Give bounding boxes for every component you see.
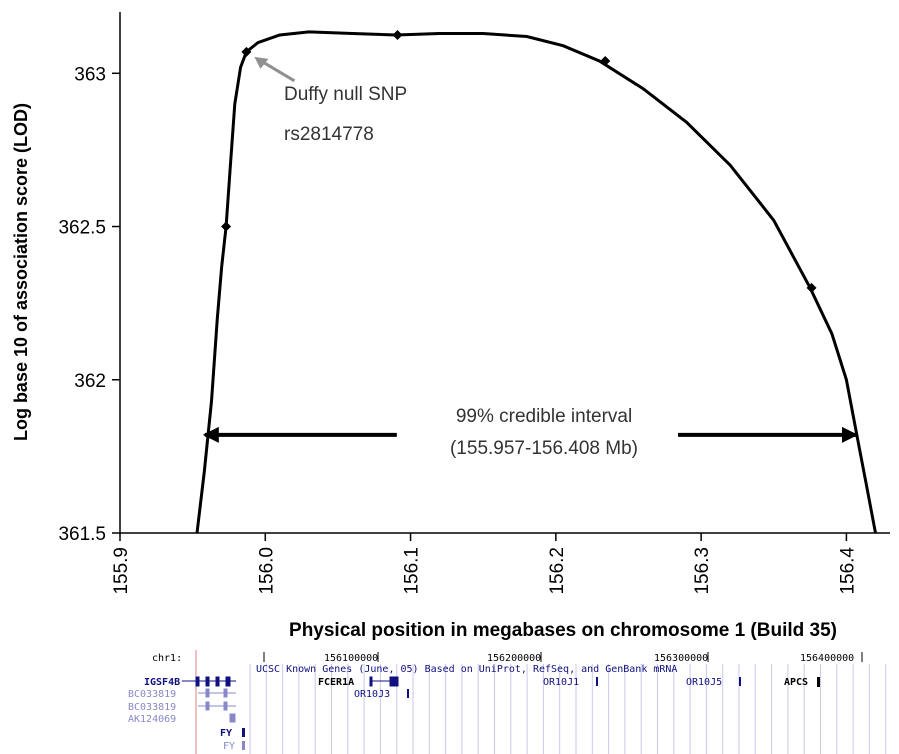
snp-pointer-arrow (254, 56, 296, 83)
x-tick-label: 156.4 (837, 547, 858, 595)
y-ticks: 361.5 362 362.5 363 (58, 64, 120, 545)
data-point-diamond (221, 221, 232, 232)
gene-structure-ak124069 (229, 713, 236, 723)
lod-plot: 361.5 362 362.5 363 155.9 156.0 156.1 156.2 156… (11, 12, 890, 641)
gene-structure-or10j5 (739, 677, 741, 686)
gene-label-fy-1: FY (220, 728, 232, 739)
data-point-diamond (600, 56, 611, 67)
gene-label-bc033819-2: BC033819 (128, 702, 176, 713)
gene-structure-bc033819-2 (198, 701, 236, 711)
gene-structure-or10j1 (596, 677, 598, 686)
gene-structure-fcer1a (369, 676, 399, 687)
position-156200000: 156200000 (487, 653, 541, 664)
x-tick-label: 156.2 (547, 547, 568, 595)
snp-annotation-line2: rs2814778 (284, 124, 374, 145)
gene-label-or10j5: OR10J5 (686, 677, 722, 688)
x-ticks: 155.9 156.0 156.1 156.2 156.3 156.4 (111, 533, 858, 595)
x-tick-label: 156.3 (692, 547, 713, 595)
gene-label-fy-2: FY (223, 741, 235, 752)
interval-arrow-right-head (842, 426, 859, 443)
y-tick-label: 362.5 (58, 218, 106, 239)
gene-label-or10j1: OR10J1 (543, 677, 579, 688)
y-axis-title: Log base 10 of association score (LOD) (11, 103, 31, 441)
x-tick-label: 156.0 (256, 547, 277, 595)
credible-interval (202, 426, 859, 443)
gene-structure-apcs (817, 677, 820, 687)
lod-curve (195, 30, 877, 534)
x-tick-label: 155.9 (111, 547, 132, 595)
chrom-label: chr1: (152, 653, 182, 664)
gene-structures (182, 676, 820, 750)
gene-label-fcer1a: FCER1A (318, 677, 354, 688)
gene-label-bc033819-1: BC033819 (128, 689, 176, 700)
y-tick-label: 362 (74, 371, 106, 392)
track-title: UCSC Known Genes (June, 05) Based on Uni… (256, 664, 677, 675)
gene-structure-bc033819-1 (198, 688, 236, 698)
interval-label-line1: 99% credible interval (456, 406, 632, 427)
x-tick-label: 156.1 (402, 547, 423, 595)
x-axis-title: Physical position in megabases on chromo… (289, 620, 837, 641)
interval-label-line2: (155.957-156.408 Mb) (450, 438, 638, 459)
gene-label-apcs: APCS (784, 677, 808, 688)
position-156300000: 156300000 (654, 653, 708, 664)
gene-label-or10j3: OR10J3 (354, 689, 390, 700)
gene-track: chr1: 156100000 156200000 156300000 1564… (120, 650, 890, 754)
gene-structure-fy-1 (242, 728, 245, 737)
y-tick-label: 361.5 (58, 524, 106, 545)
gene-track-background (120, 650, 890, 754)
gene-structure-igsf4b (182, 676, 236, 687)
data-point-diamond (392, 29, 403, 40)
gene-label-igsf4b: IGSF4B (144, 677, 180, 688)
data-points (221, 29, 817, 293)
gene-label-ak124069: AK124069 (128, 714, 176, 725)
gene-structure-fy-2 (242, 741, 245, 750)
y-tick-label: 363 (74, 64, 106, 85)
snp-annotation-line1: Duffy null SNP (284, 84, 407, 105)
snp-arrow-head (254, 56, 269, 69)
position-156100000: 156100000 (324, 653, 378, 664)
data-point-diamond (806, 282, 817, 293)
position-156400000: 156400000 (800, 653, 854, 664)
gene-structure-or10j3 (407, 689, 409, 698)
interval-arrow-left-head (202, 426, 219, 443)
data-point-diamond (241, 46, 252, 57)
snp-arrow-shaft (261, 60, 296, 83)
gene-track-grid (249, 664, 887, 754)
